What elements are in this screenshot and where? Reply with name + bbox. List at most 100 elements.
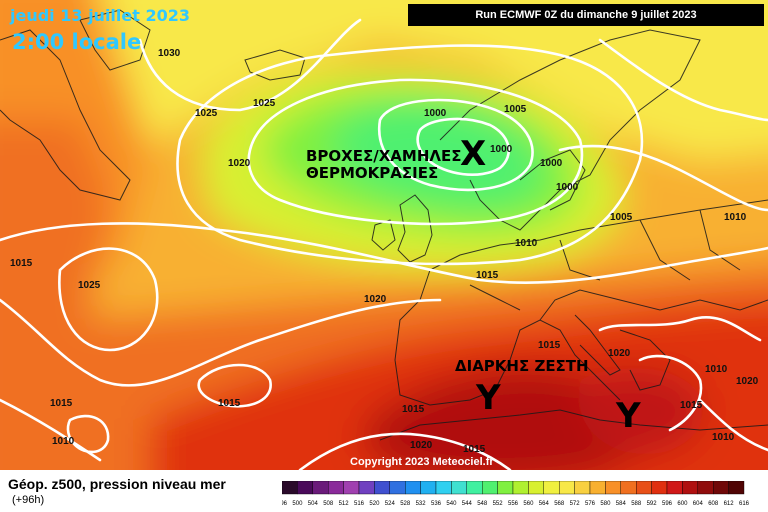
color-scale-label: 572 (570, 501, 581, 507)
legend-title: Géop. z500, pression niveau mer (8, 476, 226, 492)
color-scale-label: 548 (477, 501, 488, 507)
color-scale-label: 536 (431, 501, 442, 507)
pressure-label: 1020 (608, 348, 631, 359)
color-scale-swatch (543, 481, 560, 495)
forecast-date: jeudi 13 juillet 2023 (10, 6, 190, 25)
color-scale-swatch (620, 481, 637, 495)
color-scale-swatch (713, 481, 729, 495)
pressure-label: 1000 (424, 108, 447, 119)
color-scale-swatch (497, 481, 514, 495)
coastlines (0, 9, 768, 441)
color-scale-swatch (559, 481, 575, 495)
color-scale-swatch (697, 481, 714, 495)
low-pressure-symbol: X (460, 134, 487, 174)
pressure-label: 1005 (610, 212, 633, 223)
color-scale-label: 540 (446, 501, 457, 507)
color-scale-label: 504 (308, 501, 319, 507)
pressure-label: 1015 (463, 444, 486, 455)
color-scale-swatch (435, 481, 452, 495)
color-scale-swatch (605, 481, 621, 495)
geopotential-fill (0, 0, 768, 470)
color-scale-label: 576 (585, 501, 596, 507)
pressure-label: 1015 (50, 398, 73, 409)
color-scale-swatch (343, 481, 360, 495)
color-scale: 496 500 504 508 512 516 520 524 528 532 536 540 544 5… (282, 481, 750, 507)
heat-annotation: ΔΙΑΡΚΗΣ ΖΕΣΤΗ (455, 357, 589, 375)
color-scale-swatch (451, 481, 467, 495)
color-scale-label: 512 (339, 501, 350, 507)
pressure-label: 1010 (705, 364, 728, 375)
color-scale-label: 616 (739, 501, 750, 507)
pressure-label: 1010 (712, 432, 735, 443)
pressure-label: 1025 (78, 280, 101, 291)
color-scale-swatch (466, 481, 483, 495)
color-scale-swatch (481, 481, 498, 495)
legend-subtitle: (+96h) (12, 494, 45, 506)
pressure-label: 1020 (364, 294, 387, 305)
pressure-label: 1025 (253, 98, 276, 109)
color-scale-swatch (389, 481, 406, 495)
pressure-label: 1025 (195, 108, 218, 119)
pressure-label: 1015 (218, 398, 241, 409)
color-scale-label: 560 (523, 501, 534, 507)
color-scale-label: 592 (647, 501, 658, 507)
pressure-label: 1010 (724, 212, 747, 223)
pressure-label: 1015 (680, 400, 703, 411)
color-scale-swatch (282, 481, 298, 495)
color-scale-swatch (404, 481, 421, 495)
color-scale-swatch (682, 481, 698, 495)
pressure-label: 1020 (736, 376, 759, 387)
color-scale-label: 524 (385, 501, 396, 507)
color-scale-label: 584 (616, 501, 627, 507)
run-info-text: Run ECMWF 0Z du dimanche 9 juillet 2023 (475, 9, 697, 21)
pressure-label: 1015 (402, 404, 425, 415)
color-scale-label: 568 (554, 501, 565, 507)
color-scale-label: 520 (369, 501, 380, 507)
color-scale-label: 556 (508, 501, 519, 507)
color-scale-label: 532 (416, 501, 427, 507)
color-scale-label: 496 (282, 501, 288, 507)
color-scale-swatch (728, 481, 745, 495)
rain-annotation: ΒΡΟΧΕΣ/ΧΑΜΗΛΕΣ ΘΕΡΜΟΚΡΑΣΙΕΣ (306, 148, 461, 182)
copyright-notice: Copyright 2023 Meteociel.fr (350, 456, 494, 468)
pressure-label: 1010 (515, 238, 538, 249)
color-scale-label: 604 (693, 501, 704, 507)
color-scale-label: 552 (493, 501, 504, 507)
color-scale-swatch (358, 481, 375, 495)
color-scale-label: 608 (708, 501, 719, 507)
color-scale-label: 612 (724, 501, 735, 507)
rain-annotation-line2: ΘΕΡΜΟΚΡΑΣΙΕΣ (306, 164, 439, 182)
color-scale-label: 516 (354, 501, 365, 507)
color-scale-label: 564 (539, 501, 550, 507)
pressure-label: 1015 (538, 340, 561, 351)
geopotential-map (0, 0, 768, 470)
color-scale-swatch (297, 481, 313, 495)
color-scale-swatch (328, 481, 344, 495)
color-scale-swatch (636, 481, 652, 495)
isobars (0, 18, 768, 470)
high-pressure-symbol-east: Y (616, 396, 641, 436)
pressure-label: 1030 (158, 48, 181, 59)
color-scale-label: 500 (292, 501, 303, 507)
pressure-label: 1005 (504, 104, 527, 115)
run-info: Run ECMWF 0Z du dimanche 9 juillet 2023 (408, 4, 764, 26)
pressure-label: 1015 (10, 258, 33, 269)
color-scale-label: 600 (677, 501, 688, 507)
color-scale-swatch (420, 481, 437, 495)
pressure-label: 1000 (490, 144, 513, 155)
high-pressure-symbol-west: Y (476, 378, 501, 418)
color-scale-swatch (374, 481, 391, 495)
pressure-label: 1015 (476, 270, 499, 281)
color-scale-swatch (312, 481, 329, 495)
color-scale-swatch (528, 481, 544, 495)
color-scale-swatch (651, 481, 668, 495)
color-scale-swatch (512, 481, 529, 495)
color-scale-swatch (574, 481, 591, 495)
color-scale-label: 580 (600, 501, 611, 507)
pressure-label: 1020 (228, 158, 251, 169)
pressure-label: 1010 (52, 436, 75, 447)
color-scale-label: 508 (323, 501, 334, 507)
pressure-label: 1000 (556, 182, 579, 193)
color-scale-label: 528 (400, 501, 411, 507)
